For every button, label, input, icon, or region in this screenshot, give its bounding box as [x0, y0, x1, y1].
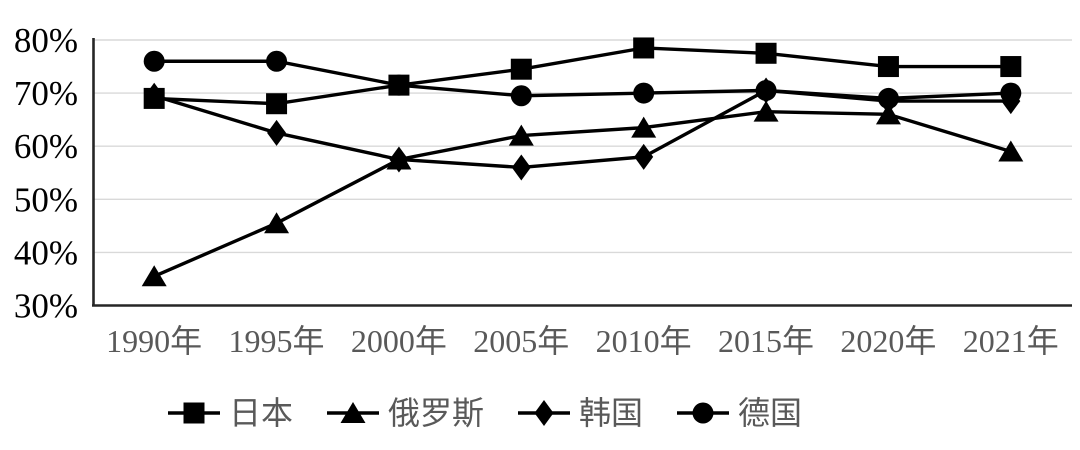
data-point-square	[388, 74, 410, 96]
data-point-diamond	[389, 146, 409, 173]
data-point-triangle	[264, 212, 290, 234]
data-point-diamond	[634, 143, 654, 170]
data-point-circle	[692, 402, 714, 424]
legend-marker-circle-icon	[677, 402, 730, 424]
x-tick-label: 2000年	[351, 323, 447, 359]
data-point-triangle	[141, 265, 167, 287]
data-point-square	[633, 37, 655, 59]
data-point-square	[183, 402, 205, 424]
data-point-circle	[633, 82, 655, 104]
y-tick-label: 40%	[14, 233, 78, 272]
data-point-triangle	[508, 124, 534, 146]
x-tick-label: 2010年	[596, 323, 692, 359]
series-line-circle	[154, 59, 1011, 101]
y-tick-label: 70%	[14, 74, 78, 113]
legend-item-diamond: 韩国	[518, 394, 643, 432]
data-point-triangle	[631, 116, 657, 138]
series-line-triangle	[153, 109, 1012, 278]
data-point-diamond	[756, 77, 776, 104]
data-point-triangle	[340, 402, 366, 424]
x-tick-label: 2015年	[718, 323, 814, 359]
legend-label: 俄罗斯	[388, 395, 485, 431]
legend-label: 德国	[738, 395, 803, 431]
legend-marker-triangle-icon	[327, 402, 380, 424]
data-point-circle	[510, 85, 532, 107]
legend-label: 韩国	[579, 395, 644, 431]
legend-item-circle: 德国	[677, 394, 802, 432]
data-point-diamond	[534, 400, 554, 427]
x-tick-label: 1990年	[106, 323, 202, 359]
data-point-square	[143, 87, 165, 109]
data-point-square	[877, 56, 899, 78]
chart-legend: 日本 俄罗斯 韩国 德国	[168, 394, 802, 432]
x-tick-label: 2021年	[963, 323, 1059, 359]
data-point-circle	[143, 50, 165, 72]
legend-marker-square-icon	[168, 402, 220, 424]
x-tick-label: 2005年	[473, 323, 569, 359]
x-tick-label: 1995年	[229, 323, 325, 359]
legend-label: 日本	[229, 395, 294, 431]
y-tick-label: 30%	[14, 287, 78, 326]
series-line-diamond	[153, 88, 1011, 170]
data-point-triangle	[753, 100, 779, 122]
legend-item-triangle: 俄罗斯	[327, 394, 484, 432]
data-point-diamond	[511, 154, 531, 181]
data-point-diamond	[878, 88, 898, 115]
data-point-square	[1000, 56, 1022, 78]
data-point-square	[266, 93, 288, 115]
y-tick-label: 50%	[14, 180, 78, 219]
legend-item-square: 日本	[168, 394, 293, 432]
data-point-diamond	[267, 119, 287, 146]
data-point-square	[510, 58, 532, 80]
y-tick-label: 60%	[14, 127, 78, 166]
plot-area: 30% 40% 50% 60% 70% 80% 1990年 1995年 2000年 2005年 20…	[14, 21, 1072, 359]
data-point-triangle	[998, 140, 1024, 162]
data-point-square	[755, 42, 777, 64]
y-tick-label: 80%	[14, 21, 78, 60]
data-point-circle	[266, 50, 288, 72]
x-tick-label: 2020年	[840, 323, 936, 359]
legend-marker-diamond-icon	[518, 400, 571, 427]
series-line-square	[154, 46, 1011, 106]
data-point-diamond	[1001, 88, 1021, 115]
